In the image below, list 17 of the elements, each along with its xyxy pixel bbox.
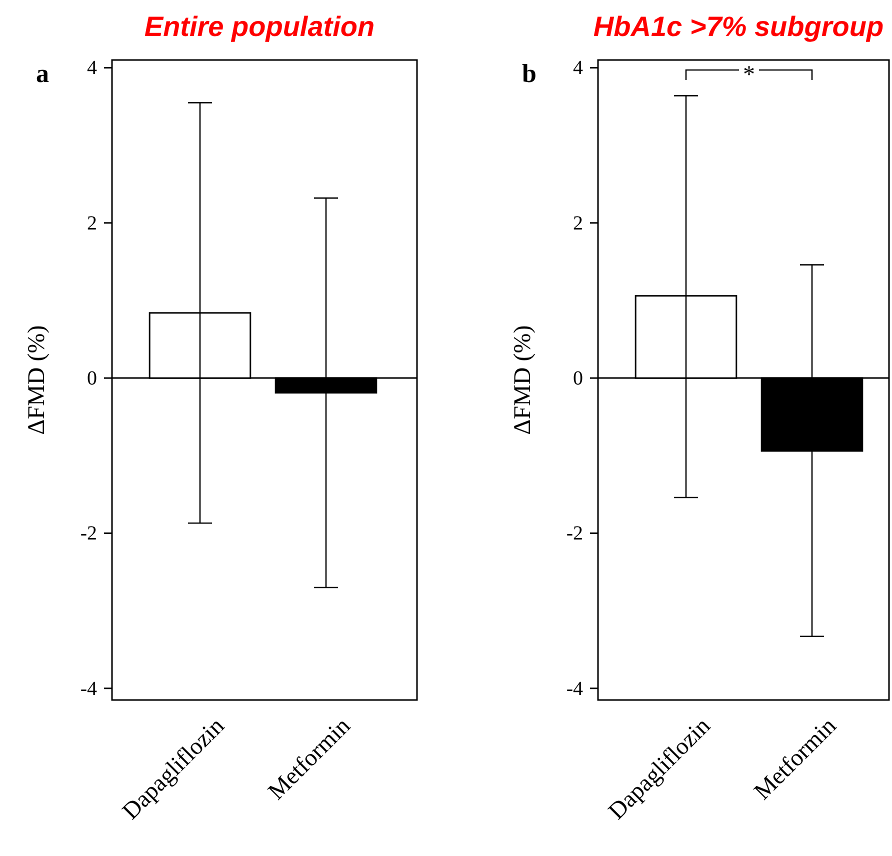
y-tick-label: 4 (87, 57, 97, 80)
y-tick-label: 2 (87, 212, 97, 234)
chart-title: Entire population (144, 11, 375, 42)
y-tick-label: -2 (566, 522, 583, 545)
y-tick-label: -4 (566, 678, 583, 700)
y-axis-title: ΔFMD (%) (510, 325, 536, 435)
y-tick-label: 4 (573, 57, 583, 80)
annotation: * (743, 62, 755, 88)
y-tick-label: -4 (80, 678, 97, 700)
y-axis-title: ΔFMD (%) (24, 325, 50, 435)
y-tick-label: 0 (87, 367, 97, 390)
y-tick-label: -2 (80, 522, 97, 545)
chart-title: HbA1c >7% subgroup (593, 11, 884, 42)
text: a (36, 59, 49, 88)
y-tick-label: 0 (573, 367, 583, 390)
y-tick-label: 2 (573, 212, 583, 234)
text: b (522, 59, 536, 88)
